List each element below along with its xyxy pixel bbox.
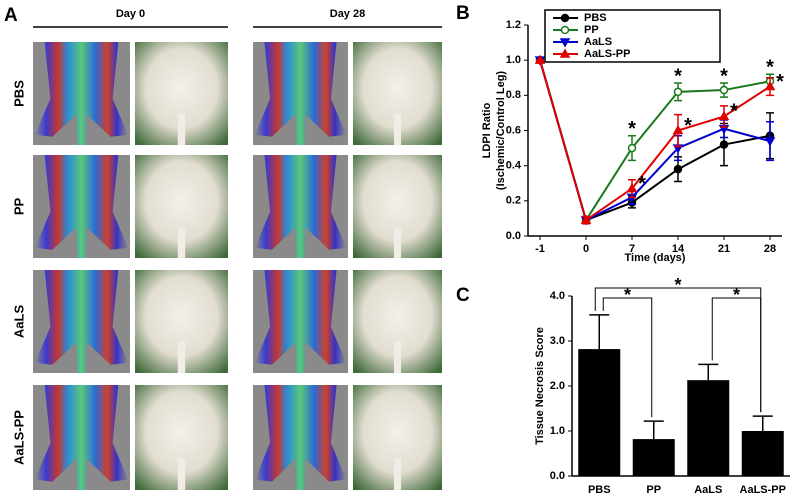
legend-label: AaLS [584,36,612,48]
point [673,87,683,97]
error-bar [589,314,610,350]
significance-star: * [720,65,728,87]
ldpi-body [34,42,129,145]
ldpi-body [254,385,347,490]
point [672,124,684,135]
error-bar [643,420,664,440]
y-tick-label: 0.0 [550,470,565,482]
x-tick-label: 14 [672,243,685,255]
comparison-bracket [711,297,762,413]
significance-star: * [674,275,681,295]
panel-label: C [456,285,470,306]
x-axis-title: Time (days) [625,252,686,264]
series-line [539,59,771,222]
ldpi-body [34,155,129,258]
tail [393,227,402,258]
tail [393,114,402,145]
ldpi-body [254,270,347,373]
x-tick-label: -1 [535,243,545,255]
y-tick-label: 1.2 [506,19,521,31]
x-tick-label: 28 [764,243,776,255]
significance-star: * [684,115,692,137]
ldpi-body [254,42,347,145]
significance-star: * [766,57,774,79]
significance-star: * [730,101,738,123]
significance-star: * [674,65,682,87]
tail [177,114,186,145]
column-header: Day 28 [330,8,365,20]
x-tick-label: PP [646,484,661,496]
row-label: PBS [11,80,26,107]
y-axis-title: Tissue Necrosis Score [534,327,546,445]
bar [687,380,730,476]
ldpi-body [34,385,129,490]
bar [741,431,784,476]
tail [177,458,186,490]
point [580,214,592,224]
legend-marker [560,13,570,23]
row-label: AaLS [11,305,26,339]
row-label: PP [11,198,26,216]
tail [177,227,186,258]
legend-marker [560,25,570,35]
point [719,140,729,149]
point [764,137,776,147]
point [718,110,730,121]
point [719,85,729,95]
significance-star: * [638,173,646,195]
y-tick-label: 0.8 [506,89,521,101]
error-bar [752,415,773,431]
series-line [539,59,771,222]
significance-star: * [628,118,636,140]
x-tick-label: AaLS [694,484,722,496]
tail [177,342,186,373]
series-line [539,59,771,223]
point [764,81,776,91]
legend-marker [559,48,571,58]
x-tick-label: 21 [718,243,730,255]
row-label: AaLS-PP [11,410,26,465]
y-tick-label: 0.4 [506,160,522,172]
significance-star: * [733,285,740,305]
y-tick-label: 2.0 [550,380,565,392]
comparison-bracket [602,297,653,418]
legend-label: AaLS-PP [584,48,630,60]
error-bar [698,363,719,381]
y-tick-label: 0.6 [506,124,521,136]
y-tick-label: 1.0 [550,425,565,437]
legend-marker [559,38,571,48]
significance-star: * [776,71,784,93]
point [626,183,638,193]
series-line [539,59,771,222]
y-tick-label: 0.2 [506,195,521,207]
bar [578,349,621,476]
x-tick-label: 7 [629,243,635,255]
panel-label: B [456,3,470,24]
legend-label: PBS [584,12,607,24]
y-tick-label: 0.0 [506,230,521,242]
bar [632,439,675,476]
y-axis-title: (Ischemic/Control Leg) [495,71,507,191]
tail [393,342,402,373]
column-header: Day 0 [116,8,145,20]
y-axis-title: LDPI Ratio [481,102,493,158]
x-tick-label: AaLS-PP [740,484,786,496]
ldpi-body [254,155,347,258]
y-tick-label: 4.0 [550,290,565,302]
point [627,143,637,153]
point [534,54,546,64]
ldpi-body [34,270,129,373]
x-tick-label: PBS [588,484,611,496]
y-tick-label: 3.0 [550,335,565,347]
point [673,164,683,174]
x-tick-label: 0 [583,243,589,255]
significance-star: * [624,285,631,305]
y-tick-label: 1.0 [506,54,521,66]
panel-label: A [4,5,18,26]
tail [393,458,402,490]
legend-label: PP [584,24,599,36]
